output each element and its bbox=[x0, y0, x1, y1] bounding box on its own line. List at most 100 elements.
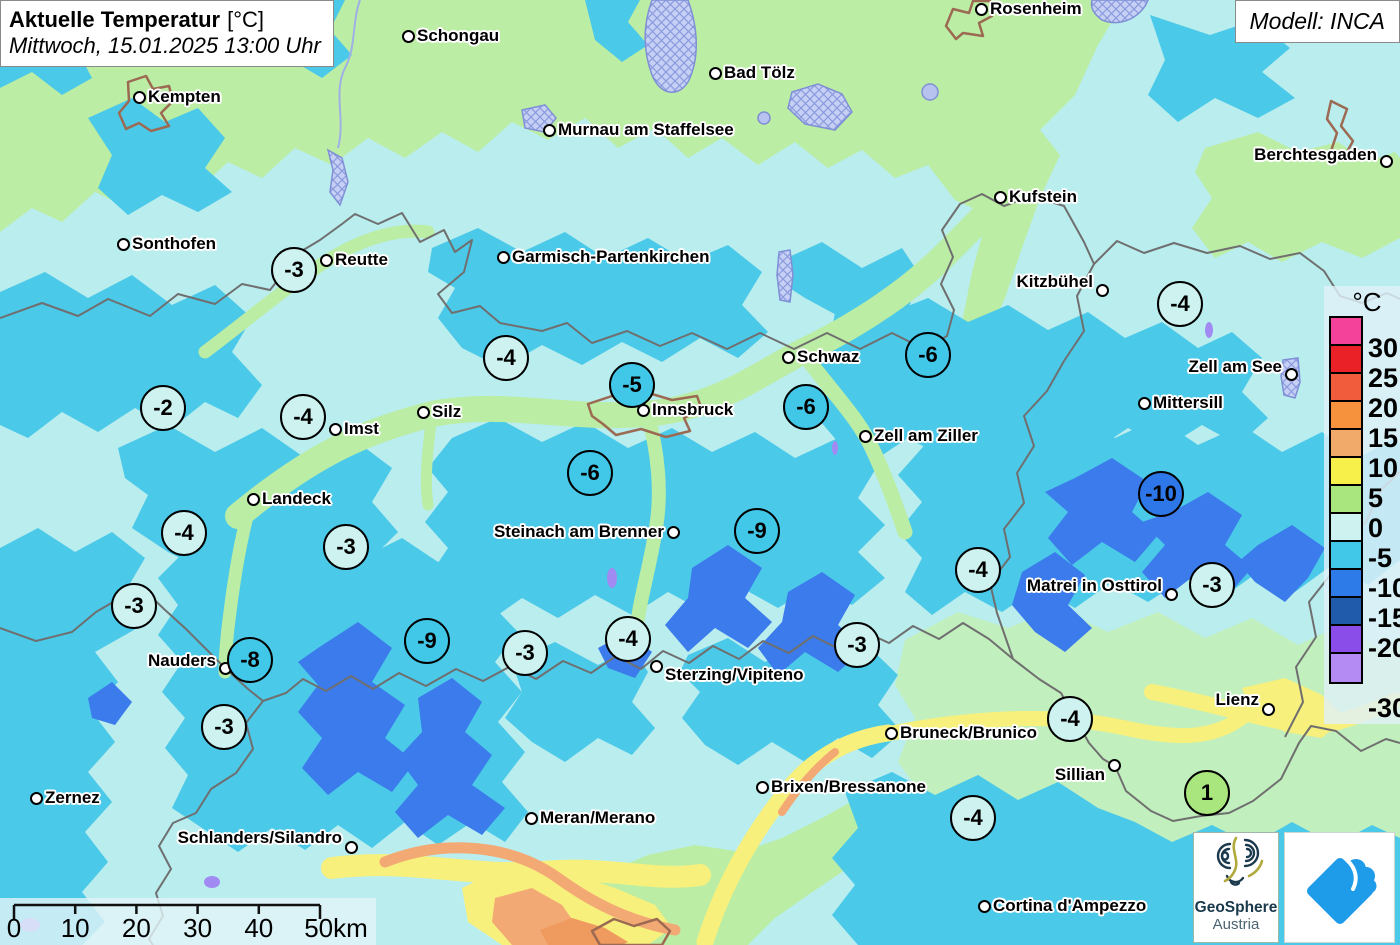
city-label: Zell am See bbox=[1188, 357, 1282, 376]
model-label: Modell: INCA bbox=[1234, 0, 1400, 43]
city-label: Kitzbühel bbox=[1016, 272, 1094, 291]
temp-station: -4 bbox=[1047, 696, 1093, 742]
temp-station: -6 bbox=[567, 450, 613, 496]
legend-tick-label: 15 bbox=[1368, 423, 1399, 453]
city-marker bbox=[29, 791, 43, 805]
legend-swatch bbox=[1331, 374, 1361, 402]
temp-station: -3 bbox=[271, 247, 317, 293]
temp-station: -9 bbox=[404, 618, 450, 664]
scalebar-label: 40 bbox=[244, 913, 274, 943]
temp-station: 1 bbox=[1184, 770, 1230, 816]
legend-tick-label: -5 bbox=[1368, 543, 1393, 573]
temp-station: -2 bbox=[140, 385, 186, 431]
legend-tick-label: -15 bbox=[1368, 603, 1400, 633]
city-label: Berchtesgaden bbox=[1254, 145, 1377, 164]
mountain-cloud-icon bbox=[1306, 857, 1376, 924]
temp-station: -3 bbox=[111, 583, 157, 629]
city-label: Bad Tölz bbox=[724, 63, 795, 82]
legend-swatch bbox=[1331, 626, 1361, 654]
scale-bar-ruler bbox=[12, 903, 322, 919]
city-marker bbox=[246, 492, 260, 506]
map-timestamp: Mittwoch, 15.01.2025 13:00 Uhr bbox=[9, 33, 321, 58]
city-marker bbox=[977, 899, 991, 913]
city-marker bbox=[884, 726, 898, 740]
temp-station: -3 bbox=[323, 524, 369, 570]
legend-swatch bbox=[1331, 570, 1361, 598]
city-marker bbox=[708, 66, 722, 80]
legend-swatch bbox=[1331, 486, 1361, 514]
scalebar-label: 10 bbox=[60, 913, 90, 943]
title-unit: [°C] bbox=[227, 7, 265, 32]
city-marker bbox=[1164, 587, 1178, 601]
legend-tick-label: -30 bbox=[1368, 693, 1400, 723]
city-marker bbox=[344, 840, 358, 854]
city-marker bbox=[319, 253, 333, 267]
city-marker bbox=[993, 190, 1007, 204]
temp-station: -4 bbox=[483, 335, 529, 381]
city-label: Murnau am Staffelsee bbox=[558, 120, 734, 139]
scalebar-label: 20 bbox=[121, 913, 151, 943]
city-marker bbox=[1379, 154, 1393, 168]
title-text: Aktuelle Temperatur bbox=[9, 7, 221, 32]
legend-swatch bbox=[1331, 318, 1361, 346]
city-label: Zernez bbox=[45, 788, 100, 807]
legend-swatch bbox=[1331, 542, 1361, 570]
temp-station: -4 bbox=[955, 547, 1001, 593]
legend-tick-label: 25 bbox=[1368, 363, 1399, 393]
city-label: Zell am Ziller bbox=[874, 426, 978, 445]
city-marker bbox=[1107, 758, 1121, 772]
temp-station: -3 bbox=[502, 630, 548, 676]
city-marker bbox=[649, 659, 663, 673]
city-label: Silz bbox=[432, 402, 462, 421]
city-marker bbox=[1137, 396, 1151, 410]
city-label: Sillian bbox=[1054, 765, 1105, 784]
city-boundaries bbox=[117, 0, 1355, 945]
legend-tick-label: 5 bbox=[1368, 483, 1384, 513]
legend-tick-label: -10 bbox=[1368, 573, 1400, 603]
city-marker bbox=[974, 2, 988, 16]
temp-station: -4 bbox=[161, 510, 207, 556]
temp-station: -4 bbox=[1157, 281, 1203, 327]
city-marker bbox=[542, 123, 556, 137]
city-marker bbox=[781, 350, 795, 364]
city-label: Lienz bbox=[1215, 690, 1259, 709]
city-label: Mittersill bbox=[1153, 393, 1223, 412]
scalebar-label: 30 bbox=[183, 913, 213, 943]
legend-tick-label: 0 bbox=[1368, 513, 1384, 543]
city-label: Sonthofen bbox=[132, 234, 217, 253]
partner-logo-box bbox=[1284, 832, 1395, 943]
temp-station: -3 bbox=[201, 704, 247, 750]
city-label: Nauders bbox=[147, 651, 216, 670]
legend-unit-label: °C bbox=[1352, 287, 1382, 317]
city-label: Innsbruck bbox=[652, 400, 734, 419]
city-marker bbox=[496, 250, 510, 264]
city-label: Reutte bbox=[335, 250, 388, 269]
city-label: Matrei in Osttirol bbox=[1026, 576, 1162, 595]
map-title: Aktuelle Temperatur [°C] bbox=[9, 6, 321, 33]
city-marker bbox=[524, 811, 538, 825]
temp-station: -4 bbox=[280, 394, 326, 440]
legend-swatch bbox=[1331, 402, 1361, 430]
geosphere-contour-icon bbox=[1216, 836, 1264, 886]
city-marker bbox=[755, 780, 769, 794]
city-marker bbox=[401, 29, 415, 43]
legend-tick-label: 30 bbox=[1368, 333, 1399, 363]
temp-station: -5 bbox=[609, 362, 655, 408]
legend-color-ramp bbox=[1329, 316, 1363, 684]
city-label: Brixen/Bressanone bbox=[771, 777, 926, 796]
temp-station: -8 bbox=[227, 637, 273, 683]
scalebar-label: 50km bbox=[304, 913, 368, 943]
city-label: Kufstein bbox=[1009, 187, 1077, 206]
city-marker bbox=[1095, 283, 1109, 297]
city-label: Steinach am Brenner bbox=[493, 522, 664, 541]
legend-swatch bbox=[1331, 430, 1361, 458]
legend-tick-label: 10 bbox=[1368, 453, 1399, 483]
legend-swatch bbox=[1331, 346, 1361, 374]
temp-station: -4 bbox=[605, 616, 651, 662]
city-label: Cortina d'Ampezzo bbox=[993, 896, 1147, 915]
legend-swatch bbox=[1331, 514, 1361, 542]
legend-tick-label: 20 bbox=[1368, 393, 1399, 423]
temp-station: -3 bbox=[834, 622, 880, 668]
